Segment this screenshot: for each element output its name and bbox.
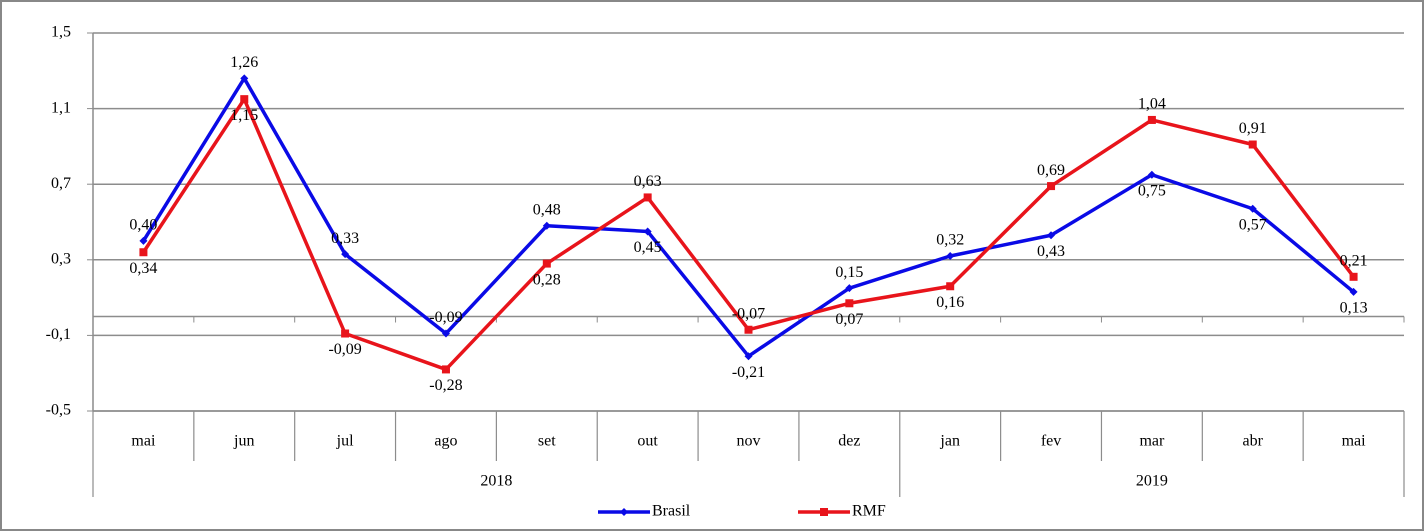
data-label: 0,75 bbox=[1138, 182, 1166, 199]
x-tick-label: nov bbox=[737, 433, 761, 450]
data-label: -0,09 bbox=[429, 309, 462, 326]
x-tick-label: jan bbox=[939, 433, 960, 450]
marker bbox=[441, 329, 450, 338]
marker bbox=[341, 329, 350, 338]
marker bbox=[139, 236, 148, 245]
group-label: 2019 bbox=[1136, 473, 1168, 490]
data-label: 0,57 bbox=[1239, 216, 1267, 233]
x-tick-label: set bbox=[538, 433, 556, 450]
marker bbox=[946, 282, 955, 291]
y-tick-label: -0,1 bbox=[46, 326, 71, 343]
marker bbox=[1147, 115, 1156, 124]
x-tick-label: out bbox=[637, 433, 658, 450]
x-tick-label: jun bbox=[233, 433, 254, 450]
data-label: 1,15 bbox=[230, 107, 258, 124]
marker bbox=[643, 227, 652, 236]
data-label: -0,09 bbox=[328, 341, 361, 358]
data-label: 0,07 bbox=[835, 311, 863, 328]
marker bbox=[542, 259, 551, 268]
data-label: -0,28 bbox=[429, 377, 462, 394]
legend-marker bbox=[820, 508, 828, 516]
data-label: 0,34 bbox=[129, 260, 157, 277]
x-tick-label: abr bbox=[1243, 433, 1264, 450]
data-label: 0,43 bbox=[1037, 243, 1065, 260]
data-label: 0,63 bbox=[634, 173, 662, 190]
data-label: 0,69 bbox=[1037, 162, 1065, 179]
y-tick-label: 0,7 bbox=[51, 175, 71, 192]
x-tick-label: jul bbox=[336, 433, 354, 450]
data-label: 0,45 bbox=[634, 239, 662, 256]
data-label: -0,07 bbox=[732, 305, 765, 322]
marker bbox=[1349, 272, 1358, 281]
marker bbox=[441, 365, 450, 374]
y-tick-label: 0,3 bbox=[51, 250, 71, 267]
legend-label: Brasil bbox=[652, 503, 691, 520]
data-label: 0,91 bbox=[1239, 120, 1267, 137]
marker bbox=[744, 325, 753, 334]
marker bbox=[1248, 204, 1257, 213]
data-label: 0,40 bbox=[129, 217, 157, 234]
y-tick-label: 1,5 bbox=[51, 24, 71, 41]
y-tick-label: 1,1 bbox=[51, 99, 71, 116]
data-label: 0,16 bbox=[936, 294, 964, 311]
marker bbox=[542, 221, 551, 230]
data-label: 1,26 bbox=[230, 54, 258, 71]
marker bbox=[341, 250, 350, 259]
marker bbox=[1248, 140, 1257, 149]
y-tick-label: -0,5 bbox=[46, 402, 71, 419]
marker bbox=[845, 284, 854, 293]
data-label: 0,33 bbox=[331, 230, 359, 247]
data-label: 0,21 bbox=[1340, 252, 1368, 269]
marker bbox=[1349, 287, 1358, 296]
data-label: 0,15 bbox=[835, 264, 863, 281]
marker bbox=[1147, 170, 1156, 179]
data-label: 0,13 bbox=[1340, 300, 1368, 317]
marker bbox=[845, 299, 854, 308]
marker bbox=[744, 352, 753, 361]
x-tick-label: mai bbox=[1342, 433, 1367, 450]
x-tick-label: ago bbox=[434, 433, 457, 450]
legend-marker bbox=[620, 508, 628, 516]
data-label: 0,32 bbox=[936, 232, 964, 249]
marker bbox=[946, 252, 955, 261]
marker bbox=[240, 74, 249, 83]
marker bbox=[240, 95, 249, 104]
group-label: 2018 bbox=[480, 473, 512, 490]
x-tick-label: dez bbox=[838, 433, 860, 450]
data-label: -0,21 bbox=[732, 364, 765, 381]
data-label: 0,48 bbox=[533, 201, 561, 218]
x-tick-label: fev bbox=[1041, 433, 1061, 450]
x-tick-label: mai bbox=[131, 433, 156, 450]
marker bbox=[643, 193, 652, 202]
marker bbox=[1047, 182, 1056, 191]
x-tick-label: mar bbox=[1139, 433, 1165, 450]
marker bbox=[1047, 231, 1056, 240]
legend-label: RMF bbox=[852, 503, 886, 520]
marker bbox=[139, 248, 148, 257]
data-label: 1,04 bbox=[1138, 96, 1166, 113]
data-label: 0,28 bbox=[533, 271, 561, 288]
